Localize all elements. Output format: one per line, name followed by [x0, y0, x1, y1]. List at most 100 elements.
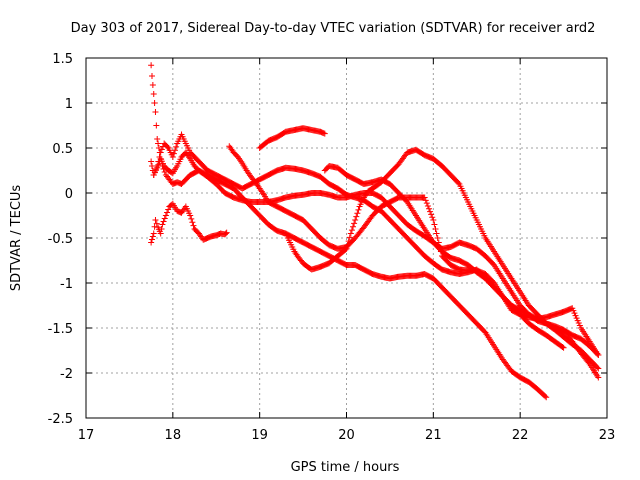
- chart-title: Day 303 of 2017, Sidereal Day-to-day VTE…: [71, 21, 596, 36]
- x-tick-label: 19: [251, 428, 268, 443]
- data-point: [222, 230, 229, 237]
- data-point: [424, 202, 431, 209]
- series-track-h: [321, 163, 567, 351]
- y-tick-label: 1: [65, 97, 73, 112]
- data-point: [353, 213, 360, 220]
- data-point: [433, 230, 440, 237]
- data-point: [148, 73, 155, 79]
- data-point: [434, 235, 441, 241]
- data-point: [435, 239, 442, 246]
- data-point: [421, 194, 428, 201]
- series-track-a: [148, 200, 230, 246]
- data-point: [153, 122, 160, 129]
- data-point: [148, 62, 155, 69]
- data-point: [148, 236, 155, 243]
- data-point: [355, 206, 362, 213]
- data-point: [346, 234, 353, 241]
- y-tick-label: 0.5: [52, 142, 73, 157]
- data-point: [595, 365, 602, 372]
- data-point: [148, 163, 155, 169]
- data-point: [149, 82, 156, 88]
- data-point: [154, 136, 161, 142]
- data-point: [162, 212, 169, 219]
- x-tick-label: 20: [338, 428, 355, 443]
- plot-frame: [85, 57, 608, 419]
- data-point: [187, 212, 194, 219]
- data-point: [159, 221, 166, 228]
- data-point: [157, 230, 164, 237]
- data-point: [155, 140, 162, 147]
- data-point: [431, 221, 438, 228]
- data-point: [594, 364, 601, 371]
- y-tick-label: -2.5: [48, 412, 73, 427]
- data-point: [351, 220, 358, 227]
- data-point: [165, 206, 172, 213]
- data-point: [190, 222, 197, 229]
- data-point: [151, 100, 158, 106]
- data-point: [425, 205, 432, 212]
- data-point: [542, 393, 549, 400]
- x-axis-label: GPS time / hours: [291, 460, 400, 475]
- data-point: [455, 179, 462, 186]
- data-point: [223, 229, 230, 236]
- data-point: [172, 147, 179, 154]
- x-tick-label: 17: [78, 428, 95, 443]
- data-point: [164, 209, 171, 216]
- y-tick-label: 1.5: [52, 52, 73, 67]
- data-point: [157, 149, 164, 156]
- data-point: [158, 226, 165, 232]
- data-points: [148, 62, 602, 401]
- data-point: [428, 211, 435, 218]
- data-point: [595, 374, 602, 381]
- data-point: [352, 217, 359, 223]
- data-point: [161, 169, 168, 175]
- y-axis-label: SDTVAR / TECUs: [9, 185, 24, 292]
- data-point: [430, 217, 437, 223]
- data-point: [188, 215, 195, 222]
- axes: 17 18 19 20 21 22 23 -2.5 -2 -1.5 -1 -0.5 0 0.5 1 1.5: [48, 52, 616, 443]
- y-tick-label: -1.5: [48, 322, 73, 337]
- data-point: [150, 230, 157, 237]
- series-track-g: [282, 146, 602, 372]
- data-point: [161, 215, 168, 222]
- x-tick-label: 18: [165, 428, 182, 443]
- data-point: [348, 227, 355, 234]
- data-point: [158, 146, 165, 153]
- data-point: [429, 214, 436, 221]
- data-point: [422, 197, 429, 204]
- x-tick-label: 23: [599, 428, 616, 443]
- data-point: [543, 394, 550, 401]
- data-point: [350, 223, 357, 230]
- series-track-b: [148, 62, 550, 401]
- x-tick-label: 21: [425, 428, 442, 443]
- data-point: [173, 143, 180, 150]
- data-point: [152, 217, 159, 223]
- y-tick-label: -1: [60, 277, 73, 292]
- y-tick-label: -2: [60, 367, 73, 382]
- data-point: [148, 239, 155, 246]
- data-point: [560, 344, 567, 351]
- data-point: [345, 238, 352, 245]
- y-tick-label: -0.5: [48, 232, 73, 247]
- data-point: [423, 200, 430, 207]
- data-point: [189, 219, 196, 226]
- x-tick-label: 22: [512, 428, 529, 443]
- data-point: [164, 143, 171, 150]
- data-point: [148, 158, 155, 165]
- data-point: [169, 154, 176, 160]
- data-point: [595, 352, 602, 358]
- data-point: [559, 344, 566, 351]
- data-point: [154, 164, 161, 171]
- series-track-f: [256, 125, 328, 151]
- data-point: [342, 246, 349, 253]
- data-point: [149, 233, 156, 240]
- data-point: [432, 226, 439, 232]
- data-point: [354, 210, 361, 217]
- data-point: [153, 220, 160, 227]
- data-point: [321, 130, 328, 137]
- data-point: [347, 230, 354, 237]
- data-point: [150, 91, 157, 97]
- data-point: [170, 150, 177, 157]
- data-point: [160, 218, 167, 225]
